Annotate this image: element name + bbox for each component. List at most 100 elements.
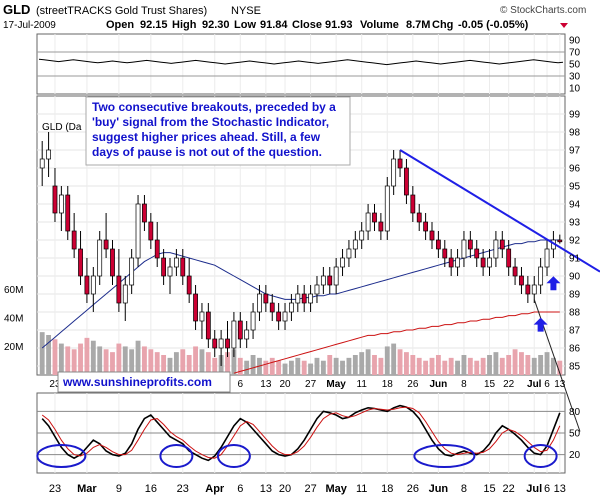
chg-label: Chg [432,19,453,31]
volume-label: Volume [360,19,399,31]
volume-bar [378,357,384,375]
volume-bar [263,360,269,375]
volume-bar [544,352,550,375]
candle-body [455,257,460,268]
price-tick-label: 88 [569,308,581,319]
volume-bar [52,339,58,375]
volume-bar [538,355,544,375]
candle-body [474,248,480,259]
watermark[interactable]: www.sunshineprofits.com [57,371,231,393]
volume-bar [295,357,301,375]
watermark-text[interactable]: www.sunshineprofits.com [62,375,212,389]
volume-bar [250,355,256,375]
price-x-tick-label: 13 [260,379,272,390]
candle-body [122,284,128,304]
candle-body [52,185,58,214]
price-tick-label: 89 [569,290,581,301]
volume-bar [550,357,556,375]
price-x-tick-label: 23 [49,379,61,390]
candle-body [142,203,147,223]
x-tick-label: Jun [429,483,449,495]
candle-body [282,311,288,322]
candle-body [493,239,499,259]
volume-bar [225,352,230,375]
price-tick-label: 91 [569,254,581,265]
volume-bar [531,357,537,375]
volume-bar [135,340,141,375]
volume-tick-label: 40M [4,313,23,324]
x-tick-label: 13 [260,483,272,495]
price-x-tick-label: 13 [554,379,566,390]
copyright: © StockCharts.com [500,5,586,16]
candle-body [212,338,218,349]
volume-bar [129,349,135,375]
x-tick-label: Mar [77,483,97,495]
candle-body [487,257,492,268]
candle-body [544,248,550,268]
volume-bar [519,352,524,375]
candle-body [225,338,230,349]
candle-body [46,149,51,160]
price-tick-label: 98 [569,128,581,139]
candle-body [173,257,179,268]
buy-signal-ellipse [159,444,194,469]
ma50-line [41,239,560,349]
candle-body [480,257,486,268]
candle-body [531,284,537,295]
volume-bar [205,352,211,375]
candle-body [423,221,429,232]
volume-bar [372,355,377,375]
price-axis: 99 98 97 96 95 94 93 92 91 90 89 88 87 86 85 [569,110,581,373]
x-tick-label: 11 [356,483,367,495]
price-x-tick-label: 15 [484,379,496,390]
candle-body [435,239,441,250]
volume-bar [340,360,345,375]
candle-body [538,266,544,286]
quote-date: 17-Jul-2009 [3,20,56,31]
volume-value: 8.7M [406,19,430,31]
volume-bar [320,360,326,375]
volume-bar [199,349,205,375]
x-tick-label: 9 [116,483,122,495]
buy-signal-ellipse [36,444,87,469]
price-tick-label: 93 [569,218,581,229]
volume-bar [429,357,435,375]
candle-body [39,158,45,169]
annotation-line-3: suggest higher prices ahead. Still, a fe… [92,130,321,144]
price-x-tick-label: 8 [461,379,467,390]
volume-bar [442,360,448,375]
ma200-line [233,311,560,374]
candle-body [372,212,377,223]
high-value: 92.30 [202,19,230,31]
high-label: High [172,19,197,31]
candle-body [365,212,371,232]
candle-body [442,248,448,259]
volume-bar [282,363,288,375]
top-tick-label: 90 [569,36,581,47]
low-label: Low [234,19,256,31]
annotation-line-2: 'buy' signal from the Stochastic Indicat… [92,115,329,129]
x-tick-label: 22 [503,483,515,495]
x-tick-label: Apr [205,483,225,495]
stochastic-tick-label: 80 [569,407,581,418]
volume-bar [237,357,243,375]
price-tick-label: 86 [569,344,581,355]
quote-stats: Open 92.15 High 92.30 Low 91.84 Close 91… [106,19,568,31]
annotation-line-1: Two consecutive breakouts, preceded by a [92,100,336,114]
volume-bar [148,349,154,375]
candle-body [340,257,345,268]
volume-tick-label: 60M [4,285,23,296]
open-label: Open [106,19,134,31]
volume-bar [180,349,186,375]
volume-bar [78,343,83,375]
volume-bar [142,346,147,375]
buy-signal-ellipse [413,444,476,469]
candle-body [295,293,301,304]
candle-body [116,275,122,304]
candle-body [327,275,333,286]
candle-body [161,257,167,277]
volume-bar [435,355,441,375]
volume-bar [487,355,492,375]
volume-bar [333,357,339,375]
volume-bar [193,346,198,375]
